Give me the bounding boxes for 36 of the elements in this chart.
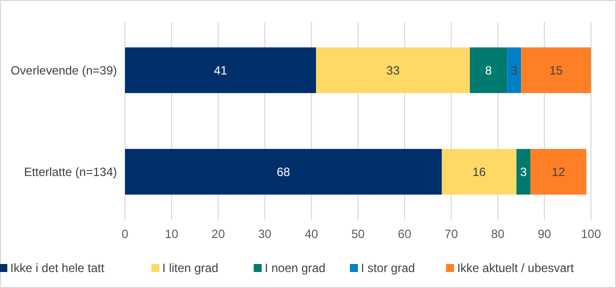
x-tick-label: 30 <box>258 227 272 241</box>
data-label: 41 <box>214 63 228 78</box>
bar <box>442 148 516 195</box>
bar <box>521 47 591 94</box>
x-tick-label: 0 <box>122 227 129 241</box>
x-tick-label: 80 <box>491 227 505 241</box>
x-tick-label: 90 <box>538 227 552 241</box>
bar <box>507 47 522 94</box>
data-label: 16 <box>472 164 486 179</box>
y-tick-label: Overlevende (n=39) <box>10 63 117 78</box>
bar <box>530 148 586 195</box>
bar <box>516 148 530 195</box>
data-label: 3 <box>510 63 518 78</box>
legend-label: Ikke i det hele tatt <box>10 261 106 276</box>
legend-label: I stor grad <box>360 261 415 276</box>
x-tick-label: 50 <box>351 227 365 241</box>
bar <box>125 148 442 195</box>
x-tick-label: 20 <box>212 227 226 241</box>
data-label: 68 <box>276 164 290 179</box>
data-label: 12 <box>552 164 566 179</box>
x-tick-label: 70 <box>444 227 458 241</box>
data-label: 33 <box>386 63 400 78</box>
legend-label: I liten grad <box>162 261 218 276</box>
bar <box>125 47 316 94</box>
legend-label: Ikke aktuelt / ubesvart <box>457 261 574 276</box>
x-tick-label: 100 <box>580 227 602 241</box>
legend-label: I noen grad <box>264 261 326 276</box>
bar <box>316 47 470 94</box>
data-label: 3 <box>520 164 528 179</box>
x-tick-label: 60 <box>398 227 412 241</box>
x-tick-label: 40 <box>304 227 318 241</box>
bar <box>470 47 508 94</box>
data-label: 15 <box>549 63 564 78</box>
x-tick-label: 10 <box>164 227 179 241</box>
data-label: 8 <box>485 63 492 78</box>
y-tick-label: Etterlatte (n=134) <box>24 164 117 179</box>
